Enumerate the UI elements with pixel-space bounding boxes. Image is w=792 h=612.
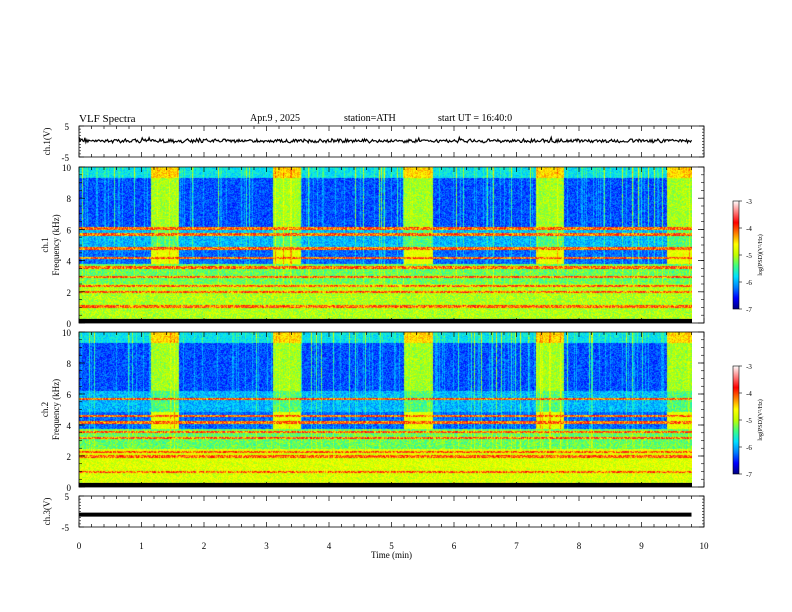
ch1-waveform-trace — [78, 135, 693, 145]
spectrogram-image-ch1 — [79, 167, 692, 323]
ch2-spectrogram-ytick-label: 10 — [62, 328, 72, 338]
xtick-label: 5 — [389, 541, 394, 551]
spectrogram-image-ch2 — [79, 332, 692, 487]
xtick-label: 3 — [264, 541, 269, 551]
xtick-label: 2 — [202, 541, 207, 551]
ch1-spectrogram-ytick-label: 10 — [62, 163, 72, 173]
ch2-spectrogram-ytick-label: 0 — [67, 483, 72, 493]
ch1-spectrogram-ytick-label: 0 — [67, 319, 72, 329]
ch1-colorbar-tick: -7 — [746, 306, 752, 314]
xtick-label: 0 — [77, 541, 82, 551]
ch2-colorbar-tick: -5 — [746, 417, 752, 425]
xtick-label: 1 — [139, 541, 144, 551]
ch1-colorbar-label: log(PSD)(V²/Hz) — [757, 234, 764, 275]
ch3-waveform-ytick-label: 5 — [65, 492, 70, 502]
ch1-spectrogram-ytick-label: 8 — [67, 194, 72, 204]
ch1-waveform-ytick-label: -5 — [62, 153, 70, 163]
ch2-spectrogram-ytick-label: 8 — [67, 359, 72, 369]
ch3-waveform-ytick-label: -5 — [62, 523, 70, 533]
ch2-colorbar-tick: -6 — [746, 444, 752, 452]
ch2-spectrogram-ylabel-frequency: Frequency (kHz) — [51, 379, 61, 440]
xtick-label: 4 — [327, 541, 332, 551]
ch1-colorbar-tick: -5 — [746, 252, 752, 260]
ch1-spectrogram-ytick-label: 4 — [67, 257, 72, 267]
ch2-colorbar-tick: -3 — [746, 363, 752, 371]
ch2-spectrogram-ylabel-channel: ch.2 — [40, 402, 50, 417]
ch1-spectrogram-ytick-label: 2 — [67, 288, 72, 298]
date-label: Apr.9 , 2025 — [250, 113, 300, 124]
ch2-spectrogram-ytick-label: 2 — [67, 452, 72, 462]
station-label: station=ATH — [344, 113, 396, 124]
ch1-colorbar-tick: -3 — [746, 198, 752, 206]
ch2-spectrogram-ytick-label: 6 — [67, 390, 72, 400]
ch1-colorbar — [732, 200, 740, 310]
start-time-label: start UT = 16:40:0 — [438, 113, 513, 124]
xtick-label: 7 — [514, 541, 519, 551]
xaxis-label: Time (min) — [371, 550, 412, 560]
ch2-colorbar-tick: -7 — [746, 471, 752, 479]
ch1-waveform-ytick-label: 5 — [65, 122, 70, 132]
ch1-spectrogram-ylabel-frequency: Frequency (kHz) — [51, 214, 61, 275]
ch2-spectrogram-ytick-label: 4 — [67, 421, 72, 431]
ch2-colorbar-label: log(PSD)(V²/Hz) — [757, 399, 764, 440]
zero-freq-band — [79, 319, 692, 323]
xtick-label: 10 — [700, 541, 710, 551]
ch2-colorbar-tick: -4 — [746, 390, 752, 398]
ch3-waveform-ylabel: ch.3(V) — [42, 498, 52, 526]
ch1-spectrogram-ytick-label: 6 — [67, 225, 72, 235]
xtick-label: 6 — [452, 541, 457, 551]
ch1-spectrogram-ylabel-channel: ch.1 — [40, 237, 50, 252]
ch1-colorbar-tick: -4 — [746, 225, 752, 233]
xtick-label: 8 — [577, 541, 582, 551]
ch2-colorbar — [732, 365, 740, 475]
zero-freq-band — [79, 483, 692, 487]
xtick-label: 9 — [639, 541, 644, 551]
ch1-waveform-ylabel: ch.1(V) — [42, 128, 52, 156]
figure-title: VLF Spectra — [79, 113, 136, 125]
ch1-colorbar-tick: -6 — [746, 279, 752, 287]
